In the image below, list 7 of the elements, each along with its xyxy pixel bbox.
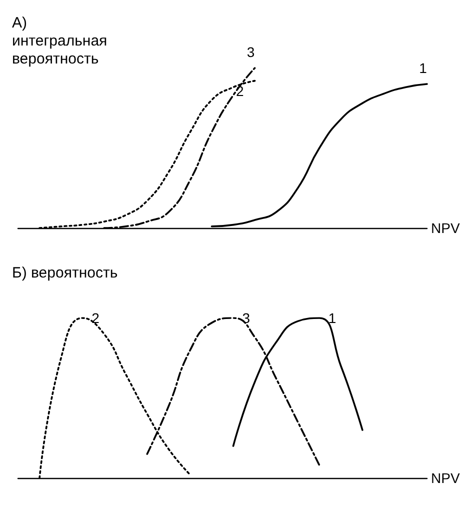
y-axis-title: Б) вероятность [12,264,118,282]
y-axis-title: А) интегральная вероятность [12,14,112,68]
series-label: 3 [246,44,255,60]
x-axis-title: NPV [431,470,460,486]
series-label: 1 [328,310,336,326]
x-axis-title: NPV [431,220,460,236]
series-label: 1 [419,60,428,76]
